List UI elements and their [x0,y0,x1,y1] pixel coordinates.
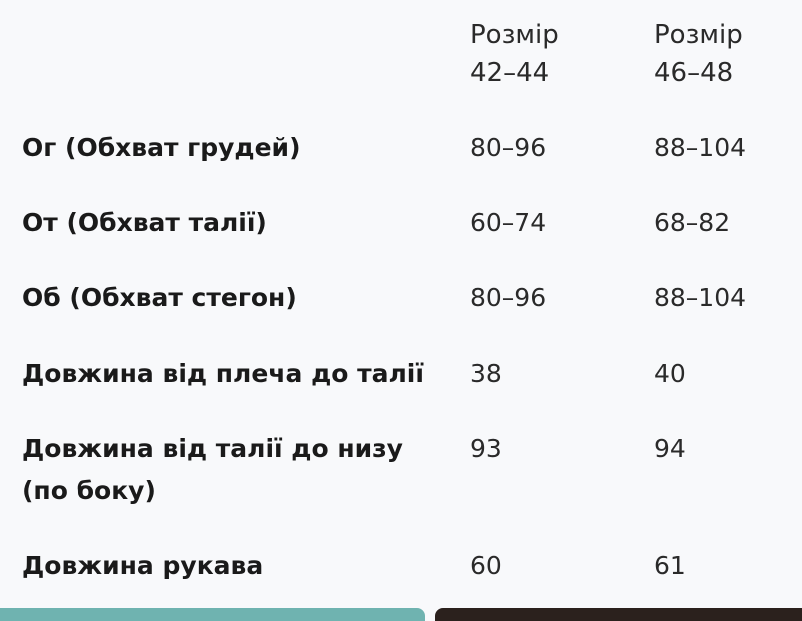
row-label: Довжина від плеча до талії [22,359,424,388]
product-thumbnail[interactable] [0,608,425,621]
cell: 93 [470,434,502,463]
cell: 38 [470,359,502,388]
header-text: Розмір [654,20,743,50]
cell: 94 [654,434,686,463]
column-header-46-48: Розмір 46–48 [654,16,743,92]
header-text: 42–44 [470,58,550,88]
cell: 40 [654,359,686,388]
cell: 60–74 [470,208,547,237]
row-label: Довжина рукава [22,551,264,580]
cell: 88–104 [654,133,747,162]
row-label-line: (по боку) [22,476,156,505]
cell: 68–82 [654,208,731,237]
row-label: Ог (Обхват грудей) [22,133,301,162]
row-label: От (Обхват талії) [22,208,267,237]
cell: 60 [470,551,502,580]
header-text: 46–48 [654,58,734,88]
cell: 80–96 [470,133,547,162]
row-label: Об (Обхват стегон) [22,283,297,312]
column-header-42-44: Розмір 42–44 [470,16,559,92]
cell: 61 [654,551,686,580]
cell: 88–104 [654,283,747,312]
row-label: Довжина від талії до низу (по боку) [22,430,462,510]
row-label-line: Довжина від талії до низу [22,434,403,463]
cell: 80–96 [470,283,547,312]
header-text: Розмір [470,20,559,50]
product-thumbnail[interactable] [435,608,802,621]
